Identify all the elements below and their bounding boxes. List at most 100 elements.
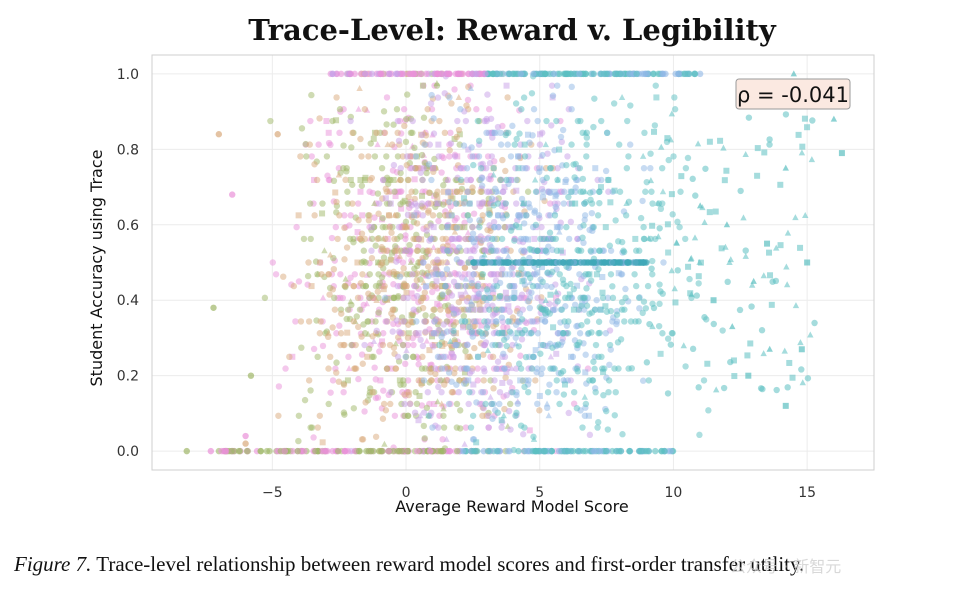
data-point	[454, 117, 461, 125]
data-point	[536, 407, 543, 414]
data-point	[671, 285, 678, 292]
data-point	[558, 138, 565, 146]
data-point	[497, 176, 504, 184]
data-point	[348, 144, 355, 151]
data-point	[484, 91, 491, 98]
data-point	[342, 282, 349, 290]
data-point	[506, 70, 513, 78]
data-point	[372, 376, 379, 383]
data-point	[435, 153, 442, 160]
data-point	[502, 374, 509, 381]
data-point	[429, 424, 436, 431]
data-point	[337, 271, 344, 278]
data-point	[736, 306, 744, 314]
data-point	[235, 447, 243, 455]
data-point	[388, 229, 395, 236]
data-point	[359, 436, 367, 443]
data-point	[625, 259, 632, 266]
data-point	[458, 259, 466, 267]
data-point	[403, 271, 410, 278]
data-point	[466, 247, 473, 254]
data-point	[618, 306, 626, 313]
data-point	[361, 235, 368, 243]
data-point	[469, 223, 476, 231]
data-point	[602, 330, 609, 337]
data-point	[554, 223, 562, 231]
y-tick-label: 0.6	[117, 218, 139, 234]
data-point	[461, 195, 468, 202]
data-point	[493, 282, 501, 290]
data-point	[411, 409, 419, 416]
data-point	[687, 290, 694, 297]
data-point	[404, 377, 412, 384]
data-point	[372, 433, 380, 440]
data-point	[366, 212, 373, 219]
data-point	[490, 322, 497, 330]
data-point	[365, 153, 372, 160]
data-point	[460, 324, 467, 331]
data-point	[400, 106, 408, 113]
data-point	[436, 341, 443, 349]
data-point	[464, 341, 471, 349]
data-point	[183, 447, 190, 455]
data-point	[580, 239, 587, 247]
data-point	[372, 394, 380, 402]
data-point	[580, 222, 587, 229]
data-point	[379, 341, 387, 349]
data-point	[326, 291, 333, 298]
data-point	[639, 152, 647, 159]
data-point	[371, 200, 378, 207]
data-point	[645, 235, 652, 242]
data-point	[516, 130, 523, 137]
data-point	[568, 353, 575, 360]
data-point	[567, 259, 575, 266]
data-point	[426, 347, 433, 354]
data-point	[355, 105, 362, 112]
data-point	[333, 369, 340, 376]
data-point	[681, 70, 689, 78]
data-point	[482, 400, 489, 408]
data-point	[517, 377, 524, 384]
data-point	[563, 161, 570, 169]
data-point	[583, 141, 590, 148]
data-point	[440, 447, 447, 455]
data-point	[333, 94, 340, 101]
data-point	[686, 275, 693, 283]
data-point	[499, 188, 507, 195]
data-point	[712, 386, 720, 393]
data-point	[476, 217, 483, 224]
data-point	[360, 247, 368, 254]
data-point	[483, 129, 490, 137]
data-point	[417, 412, 424, 419]
data-point	[552, 193, 559, 200]
data-point	[401, 391, 408, 398]
data-point	[481, 251, 488, 258]
data-point	[401, 122, 408, 130]
data-point	[782, 164, 789, 171]
data-point	[407, 70, 414, 78]
data-point	[607, 271, 615, 278]
data-point	[410, 341, 417, 349]
data-point	[506, 308, 513, 315]
data-point	[467, 85, 475, 92]
data-point	[388, 310, 395, 317]
data-point	[379, 215, 386, 222]
data-point	[473, 106, 480, 113]
data-point	[723, 221, 731, 228]
data-point	[438, 365, 446, 372]
data-point	[397, 164, 404, 172]
data-point	[740, 214, 747, 221]
data-point	[507, 227, 515, 234]
data-point	[358, 230, 366, 237]
data-point	[388, 365, 395, 372]
data-point	[478, 237, 486, 244]
data-point	[486, 259, 494, 266]
data-point	[340, 381, 348, 388]
data-point	[557, 247, 564, 254]
data-point	[383, 365, 391, 373]
data-point	[394, 153, 402, 160]
data-point	[802, 212, 809, 219]
data-point	[350, 238, 357, 246]
data-point	[403, 153, 411, 160]
